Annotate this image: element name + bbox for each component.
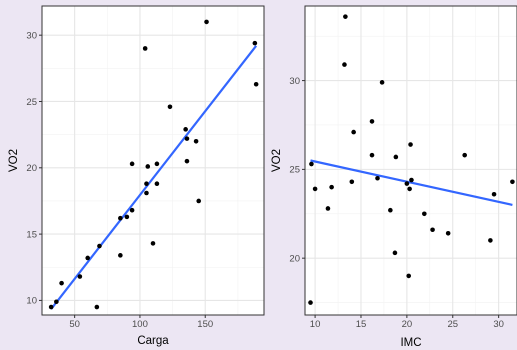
- chart-1-y-axis-title-vo2: VO2: [271, 149, 283, 172]
- chart-1-fit-line: [310, 159, 513, 206]
- chart-1-point-17: [406, 273, 412, 279]
- chart-0-y-tick-label-20: 20: [26, 163, 37, 174]
- chart-0-point-9: [124, 214, 130, 220]
- chart-0-point-11: [129, 161, 135, 167]
- chart-1-point-22: [430, 227, 435, 233]
- chart-0-point-24: [196, 198, 202, 204]
- chart-0-point-25: [204, 19, 209, 25]
- chart-0-x-tick-label-150: 150: [197, 319, 213, 330]
- chart-0-point-14: [144, 181, 149, 187]
- chart-1-point-16: [404, 181, 410, 186]
- chart-1-point-6: [343, 14, 348, 19]
- carga-vo2-panel: 50 100 150 10 15 20 25 30 Carga VO2: [8, 5, 265, 347]
- chart-1-y-tick-label-25: 25: [289, 165, 300, 176]
- chart-1-point-8: [351, 129, 356, 135]
- chart-1-point-11: [375, 175, 380, 181]
- chart-1-point-5: [342, 62, 347, 67]
- chart-0-point-15: [145, 164, 151, 169]
- chart-1-x-tick-label-20: 20: [402, 319, 413, 330]
- chart-0-point-18: [154, 161, 160, 167]
- chart-1-point-27: [510, 179, 515, 185]
- chart-0-plot-area: [42, 6, 264, 315]
- chart-0-point-8: [118, 253, 123, 258]
- chart-1-point-15: [393, 154, 399, 160]
- chart-0-point-1: [54, 299, 59, 305]
- chart-1-y-tick-label-20: 20: [289, 253, 300, 264]
- chart-1-point-20: [409, 177, 414, 183]
- chart-1-point-18: [407, 186, 412, 192]
- chart-1-point-10: [369, 152, 375, 158]
- chart-0-point-5: [94, 304, 100, 310]
- chart-0-point-10: [129, 207, 135, 213]
- chart-1-point-4: [329, 184, 334, 190]
- chart-1-point-23: [445, 231, 451, 236]
- chart-1-point-7: [349, 179, 355, 185]
- chart-0-point-4: [85, 255, 91, 261]
- chart-0-y-tick-label-15: 15: [26, 229, 37, 240]
- chart-0-fit-line: [50, 45, 258, 310]
- chart-1-x-tick-label-25: 25: [447, 319, 458, 330]
- chart-0-x-tick-label-50: 50: [69, 319, 80, 330]
- chart-0-point-23: [193, 138, 199, 144]
- chart-0-point-22: [184, 136, 190, 141]
- chart-0-y-axis-title-vo2: VO2: [8, 149, 20, 172]
- chart-1-point-2: [312, 186, 318, 192]
- chart-0-x-axis-title-carga: Carga: [137, 335, 169, 347]
- chart-1-x-tick-label-15: 15: [356, 319, 367, 330]
- chart-0-point-12: [142, 46, 148, 51]
- chart-1-point-9: [369, 119, 375, 124]
- chart-1-x-tick-label-10: 10: [310, 319, 321, 330]
- chart-1-point-26: [491, 191, 497, 197]
- chart-1-point-13: [388, 207, 393, 213]
- chart-1-point-12: [379, 80, 385, 85]
- chart-1-x-tick-label-30: 30: [493, 319, 504, 330]
- chart-0-point-21: [184, 158, 190, 164]
- chart-1-point-14: [392, 250, 398, 256]
- chart-0-point-7: [118, 215, 123, 221]
- chart-1-point-24: [462, 152, 467, 158]
- chart-1-plot-area: [305, 6, 517, 315]
- chart-1-point-21: [422, 211, 427, 217]
- chart-1-y-tick-label-30: 30: [289, 76, 300, 87]
- chart-0-x-tick-label-100: 100: [132, 319, 148, 330]
- chart-1-panel-border: [304, 5, 517, 316]
- chart-0-point-6: [97, 243, 102, 249]
- chart-0-point-16: [150, 241, 156, 246]
- chart-0-point-0: [48, 304, 54, 310]
- chart-1-point-25: [488, 238, 493, 243]
- chart-0-y-tick-label-25: 25: [26, 97, 37, 108]
- imc-vo2-panel: 10 15 20 25 30 20 25 30 IMC VO2: [271, 5, 517, 349]
- chart-0-point-27: [253, 81, 259, 87]
- chart-0-y-tick-label-30: 30: [26, 30, 37, 41]
- chart-1-point-19: [408, 142, 413, 147]
- chart-0-point-19: [167, 104, 173, 110]
- chart-0-point-20: [183, 127, 188, 132]
- chart-0-point-13: [144, 190, 149, 196]
- chart-1-point-0: [308, 300, 313, 305]
- chart-0-y-tick-label-10: 10: [26, 296, 37, 307]
- chart-0-point-3: [77, 274, 83, 279]
- chart-0-point-17: [154, 181, 160, 187]
- chart-1-point-1: [309, 161, 314, 167]
- chart-0-panel-border: [41, 5, 265, 316]
- chart-1-x-axis-title-imc: IMC: [400, 337, 421, 349]
- chart-0-point-26: [252, 40, 258, 46]
- chart-0-point-2: [59, 280, 64, 286]
- chart-1-point-3: [325, 206, 331, 211]
